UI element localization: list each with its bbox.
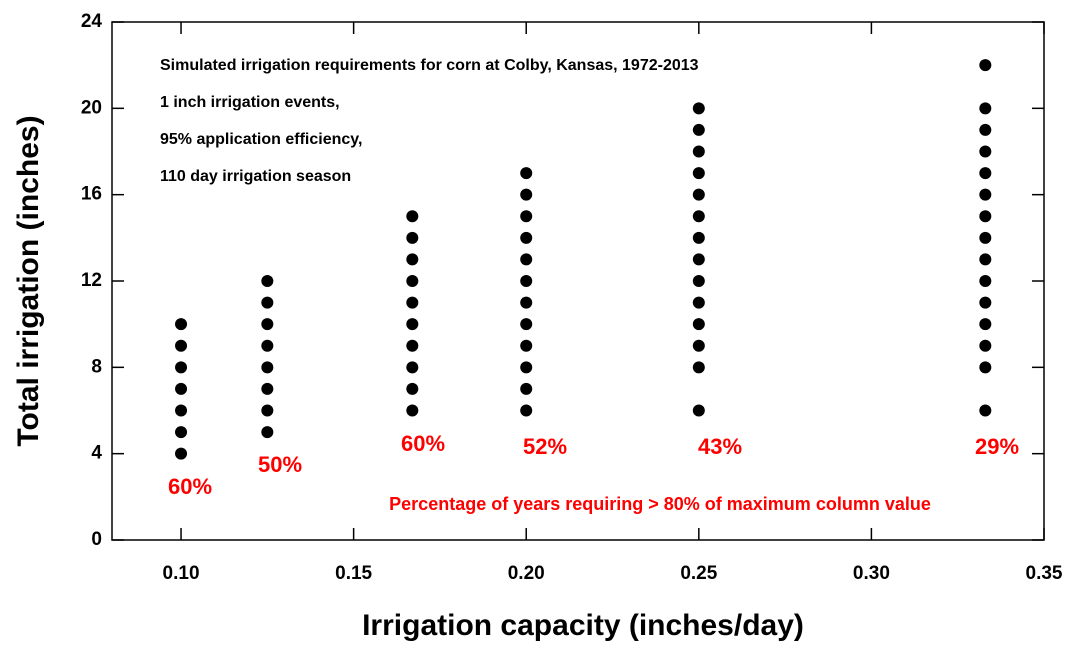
point: [520, 231, 533, 244]
point: [406, 210, 419, 223]
point: [692, 404, 705, 417]
point: [520, 188, 533, 201]
point: [979, 361, 992, 374]
point: [406, 231, 419, 244]
point: [261, 275, 274, 287]
point: [979, 404, 992, 417]
point: [692, 253, 705, 266]
point: [692, 296, 705, 309]
point: [175, 361, 188, 374]
point: [261, 382, 274, 395]
point: [979, 210, 992, 223]
y-tick-label: 8: [91, 356, 102, 377]
point: [979, 253, 992, 266]
percent-label: 29%: [975, 434, 1019, 459]
point: [261, 426, 274, 439]
y-tick-label: 16: [81, 184, 102, 205]
annotation: 110 day irrigation season: [160, 168, 351, 185]
point: [979, 231, 992, 244]
point: [406, 361, 419, 374]
x-tick-label: 0.35: [1026, 563, 1063, 584]
point: [520, 167, 533, 180]
point: [520, 210, 533, 223]
point: [692, 167, 705, 180]
y-tick-label: 12: [81, 270, 102, 291]
point: [979, 275, 992, 287]
point: [979, 296, 992, 309]
point: [979, 339, 992, 352]
y-tick-label: 4: [91, 443, 102, 464]
point: [979, 318, 992, 331]
point: [979, 188, 992, 201]
point: [520, 318, 533, 331]
y-tick-label: 20: [81, 97, 102, 118]
point: [175, 404, 188, 417]
point: [692, 210, 705, 223]
point: [520, 404, 533, 417]
point: [520, 339, 533, 352]
point: [261, 404, 274, 417]
y-axis-label: Total irrigation (inches): [12, 115, 45, 446]
point: [261, 339, 274, 352]
point: [175, 426, 188, 439]
point: [692, 339, 705, 352]
point: [692, 318, 705, 331]
y-tick-label: 24: [81, 11, 103, 32]
point: [979, 167, 992, 180]
point: [175, 447, 188, 460]
point: [520, 296, 533, 309]
point: [175, 339, 188, 352]
point: [979, 59, 992, 72]
x-tick-label: 0.25: [680, 563, 717, 584]
point: [692, 275, 705, 287]
point: [406, 296, 419, 309]
percent-label: 50%: [258, 452, 302, 477]
point: [520, 275, 533, 287]
point: [175, 382, 188, 395]
y-tick-label: 0: [91, 529, 102, 550]
point: [406, 339, 419, 352]
point: [406, 382, 419, 395]
point: [406, 404, 419, 417]
point: [261, 318, 274, 331]
point: [692, 123, 705, 136]
point: [261, 361, 274, 374]
point: [692, 145, 705, 158]
point: [520, 361, 533, 374]
annotation: 95% application efficiency,: [160, 131, 362, 148]
point: [520, 382, 533, 395]
annotation: Simulated irrigation requirements for co…: [160, 57, 699, 74]
point: [261, 296, 274, 309]
x-tick-label: 0.15: [335, 563, 372, 584]
x-tick-label: 0.20: [508, 563, 545, 584]
point: [406, 318, 419, 331]
percent-label: 60%: [168, 474, 212, 499]
point: [692, 361, 705, 374]
point: [692, 188, 705, 201]
point: [692, 231, 705, 244]
point: [520, 253, 533, 266]
point: [979, 145, 992, 158]
point: [406, 275, 419, 287]
point: [979, 123, 992, 136]
percent-note: Percentage of years requiring > 80% of m…: [389, 494, 931, 514]
percent-label: 60%: [401, 431, 445, 456]
x-axis-label: Irrigation capacity (inches/day): [362, 609, 804, 642]
point: [175, 318, 188, 331]
x-tick-label: 0.10: [163, 563, 200, 584]
annotation: 1 inch irrigation events,: [160, 94, 340, 111]
point: [406, 253, 419, 266]
percent-label: 52%: [523, 434, 567, 459]
percent-label: 43%: [698, 434, 742, 459]
x-tick-label: 0.30: [853, 563, 890, 584]
point: [692, 102, 705, 115]
point: [979, 102, 992, 115]
